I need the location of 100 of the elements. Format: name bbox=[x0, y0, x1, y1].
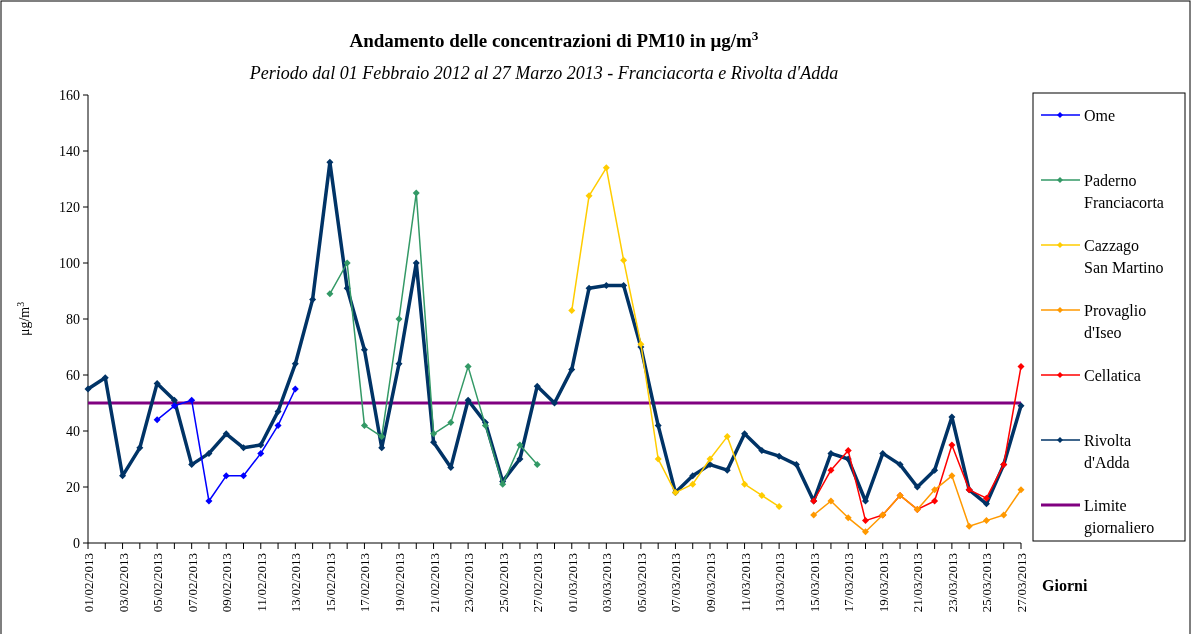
x-tick-label: 17/02/2013 bbox=[357, 553, 373, 613]
point bbox=[378, 433, 386, 441]
point bbox=[240, 472, 247, 480]
x-tick-label: 09/02/2013 bbox=[219, 553, 235, 613]
x-tick-label: 13/02/2013 bbox=[288, 553, 304, 613]
legend-label: Ome bbox=[1084, 106, 1116, 124]
point bbox=[136, 444, 144, 452]
x-tick-label: 19/03/2013 bbox=[875, 553, 891, 613]
x-tick-label: 27/02/2013 bbox=[530, 553, 546, 613]
legend-label: Cellatica bbox=[1084, 366, 1141, 384]
point bbox=[602, 281, 610, 289]
point bbox=[1017, 486, 1025, 494]
point bbox=[775, 503, 783, 511]
point bbox=[360, 421, 368, 429]
point bbox=[222, 430, 230, 438]
point bbox=[153, 416, 161, 424]
x-tick-label: 01/02/2013 bbox=[81, 553, 96, 613]
point bbox=[257, 441, 265, 449]
x-tick-label: 05/02/2013 bbox=[150, 553, 166, 613]
point bbox=[654, 455, 662, 463]
point bbox=[706, 455, 714, 463]
point bbox=[360, 346, 368, 354]
x-tick-label: 03/02/2013 bbox=[115, 553, 131, 613]
point bbox=[170, 402, 178, 410]
point bbox=[931, 466, 939, 474]
point bbox=[620, 281, 628, 289]
y-tick-label: 160 bbox=[59, 87, 80, 103]
x-tick-label: 23/03/2013 bbox=[944, 553, 960, 613]
x-tick-label: 11/02/2013 bbox=[253, 553, 269, 612]
point bbox=[758, 491, 766, 499]
point bbox=[723, 433, 731, 441]
point bbox=[274, 421, 282, 429]
x-tick-label: 07/02/2013 bbox=[184, 553, 200, 613]
x-tick-label: 05/03/2013 bbox=[633, 553, 649, 613]
point bbox=[1017, 363, 1025, 371]
point bbox=[862, 528, 869, 536]
point bbox=[585, 284, 593, 292]
x-tick-label: 17/03/2013 bbox=[841, 553, 857, 613]
x-tick-label: 15/02/2013 bbox=[322, 553, 338, 613]
x-tick-label: 21/03/2013 bbox=[910, 553, 926, 613]
y-tick-label: 120 bbox=[59, 199, 80, 215]
point bbox=[775, 452, 783, 460]
point bbox=[84, 385, 92, 393]
point bbox=[827, 466, 835, 474]
x-tick-label: 25/03/2013 bbox=[979, 553, 995, 613]
x-tick-label: 27/03/2013 bbox=[1014, 553, 1029, 613]
point bbox=[516, 455, 524, 463]
point bbox=[205, 497, 213, 505]
y-tick-label: 60 bbox=[66, 367, 80, 383]
point bbox=[188, 461, 196, 469]
point bbox=[862, 517, 869, 525]
point bbox=[395, 360, 403, 368]
legend-label: Paderno Franciacorta bbox=[1084, 171, 1164, 211]
chart-title: Andamento delle concentrazioni di PM10 in μg/m$^{3}$ bbox=[349, 27, 759, 51]
point bbox=[447, 419, 455, 427]
y-tick-label: 40 bbox=[66, 423, 80, 439]
point bbox=[827, 497, 835, 505]
legend-label: Cazzago San Martino bbox=[1084, 236, 1164, 276]
legend-label: Rivolta d'Adda bbox=[1084, 431, 1132, 471]
point bbox=[602, 164, 610, 172]
x-tick-label: 19/02/2013 bbox=[392, 553, 407, 613]
point bbox=[343, 259, 351, 267]
x-tick-label: 23/02/2013 bbox=[461, 553, 477, 613]
point bbox=[257, 449, 265, 457]
point bbox=[741, 430, 749, 438]
point bbox=[965, 522, 973, 530]
point bbox=[948, 472, 956, 480]
x-axis-title: Giorni bbox=[1042, 577, 1088, 594]
x-tick-label: 09/03/2013 bbox=[703, 553, 718, 613]
point bbox=[913, 483, 921, 491]
y-tick-label: 140 bbox=[59, 143, 80, 159]
point bbox=[620, 256, 628, 264]
point bbox=[723, 466, 731, 474]
point bbox=[896, 461, 904, 469]
point bbox=[689, 472, 697, 480]
y-tick-label: 100 bbox=[59, 255, 80, 271]
point bbox=[170, 396, 178, 404]
point bbox=[412, 189, 420, 197]
y-tick-label: 80 bbox=[66, 311, 80, 327]
x-tick-label: 15/03/2013 bbox=[806, 553, 822, 613]
y-tick-label: 0 bbox=[73, 535, 80, 551]
point bbox=[948, 441, 956, 449]
point bbox=[551, 399, 558, 407]
x-tick-label: 07/03/2013 bbox=[668, 553, 684, 613]
point bbox=[222, 472, 230, 480]
point bbox=[706, 461, 714, 469]
point bbox=[430, 430, 438, 438]
point bbox=[844, 514, 852, 522]
legend-label: Limite giornaliero bbox=[1084, 496, 1155, 537]
point bbox=[188, 396, 196, 404]
point bbox=[982, 517, 990, 525]
y-tick-label: 20 bbox=[66, 479, 80, 495]
x-tick-label: 11/03/2013 bbox=[737, 553, 753, 612]
point bbox=[844, 447, 852, 455]
point bbox=[827, 449, 835, 457]
point bbox=[205, 449, 213, 457]
point bbox=[291, 360, 299, 368]
point bbox=[792, 461, 800, 469]
point bbox=[240, 444, 247, 452]
x-tick-label: 25/02/2013 bbox=[495, 553, 511, 613]
